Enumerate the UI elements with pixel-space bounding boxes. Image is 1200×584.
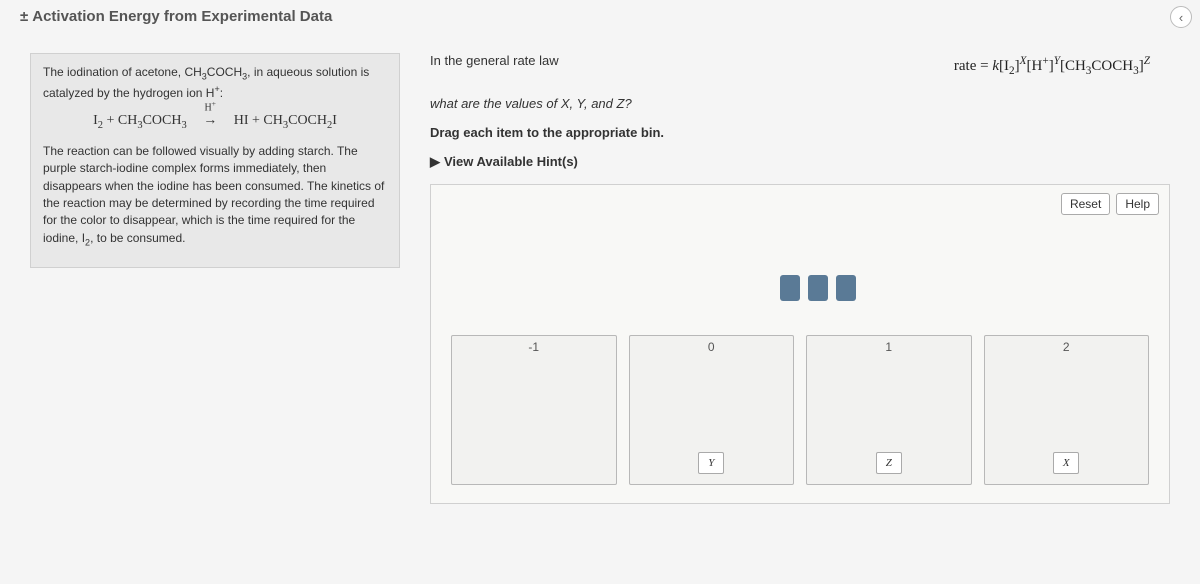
drop-target-row bbox=[780, 275, 856, 301]
bin[interactable]: 1 Z bbox=[806, 335, 972, 485]
question-line1: In the general rate law bbox=[430, 53, 954, 68]
drag-tile-y[interactable]: Y bbox=[698, 452, 724, 474]
intro-panel: The iodination of acetone, CH3COCH3, in … bbox=[30, 53, 400, 504]
bin-label: 0 bbox=[704, 340, 719, 354]
drag-tile-x[interactable]: X bbox=[1053, 452, 1079, 474]
hints-toggle[interactable]: ▶View Available Hint(s) bbox=[430, 154, 1170, 170]
reset-button[interactable]: Reset bbox=[1061, 193, 1110, 215]
reaction-equation: I2 + CH3COCH3 H+ HI + CH3COCH2I bbox=[43, 111, 387, 133]
bin[interactable]: 2 X bbox=[984, 335, 1150, 485]
drop-slot[interactable] bbox=[836, 275, 856, 301]
question-line2: what are the values of X, Y, and Z? bbox=[430, 96, 1170, 111]
rate-equation: rate = k[I2]X[H+]Y[CH3COCH3]Z bbox=[954, 53, 1170, 77]
bin-label: 1 bbox=[881, 340, 896, 354]
question-instruction: Drag each item to the appropriate bin. bbox=[430, 125, 1170, 140]
help-button[interactable]: Help bbox=[1116, 193, 1159, 215]
page-header: ±Activation Energy from Experimental Dat… bbox=[0, 0, 1200, 33]
drag-workspace: Reset Help -1 0 Y 1 Z bbox=[430, 184, 1170, 504]
nav-prev-button[interactable]: ‹ bbox=[1170, 6, 1192, 28]
bin-label: 2 bbox=[1059, 340, 1074, 354]
bins-row: -1 0 Y 1 Z 2 X bbox=[451, 335, 1149, 485]
drop-slot[interactable] bbox=[780, 275, 800, 301]
intro-paragraph-2: The reaction can be followed visually by… bbox=[43, 143, 387, 249]
drop-slot[interactable] bbox=[808, 275, 828, 301]
reaction-arrow: H+ bbox=[190, 111, 230, 131]
intro-paragraph-1: The iodination of acetone, CH3COCH3, in … bbox=[43, 64, 387, 103]
drag-tile-z[interactable]: Z bbox=[876, 452, 902, 474]
bin[interactable]: 0 Y bbox=[629, 335, 795, 485]
chevron-right-icon: ▶ bbox=[430, 154, 440, 170]
bin[interactable]: -1 bbox=[451, 335, 617, 485]
bin-label: -1 bbox=[524, 340, 543, 354]
header-title: Activation Energy from Experimental Data bbox=[32, 8, 332, 25]
plusminus-symbol: ± bbox=[20, 8, 28, 25]
